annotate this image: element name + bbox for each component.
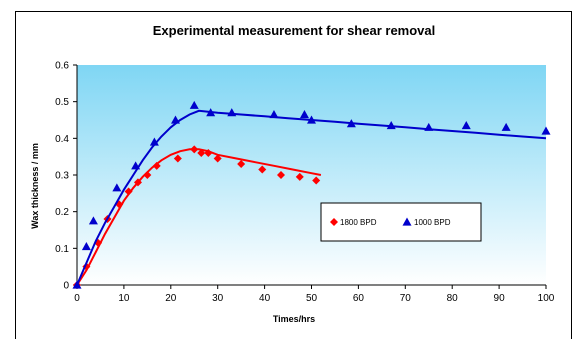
data-point-1000-bpd xyxy=(386,121,396,130)
x-tick-label: 30 xyxy=(212,293,224,304)
fit-curve-1000-bpd xyxy=(76,109,547,286)
series-layer xyxy=(72,100,551,289)
x-tick-label: 0 xyxy=(74,293,80,304)
data-point-1000-bpd xyxy=(501,122,511,131)
legend-label-1800-bpd: 1800 BPD xyxy=(340,218,377,227)
data-point-1000-bpd xyxy=(189,100,199,109)
y-tick-label: 0 xyxy=(63,281,69,292)
data-point-1000-bpd xyxy=(81,242,91,251)
y-tick-label: 0.2 xyxy=(55,207,69,218)
x-tick-label: 40 xyxy=(259,293,271,304)
x-tick-label: 20 xyxy=(165,293,177,304)
data-point-1800-bpd xyxy=(277,171,286,179)
data-point-1800-bpd xyxy=(173,154,182,163)
data-point-1000-bpd xyxy=(149,137,159,146)
data-point-1800-bpd xyxy=(152,161,161,170)
data-point-1000-bpd xyxy=(269,110,279,119)
data-point-1800-bpd xyxy=(295,172,304,181)
chart-svg: Experimental measurement for shear remov… xyxy=(30,23,555,324)
axes-layer: 0 10 20 30 40 50 60 70 80 90 100 0 0.1 0.2 0.3 0.4 0.5 0.… xyxy=(55,61,555,305)
x-tick-label: 90 xyxy=(494,293,506,304)
fit-curve-1800-bpd xyxy=(76,148,322,286)
legend-box xyxy=(320,202,482,242)
data-point-1000-bpd xyxy=(72,280,82,289)
data-point-1800-bpd xyxy=(258,165,267,174)
data-point-1000-bpd xyxy=(299,110,309,119)
data-point-1800-bpd xyxy=(197,149,206,157)
data-point-1000-bpd xyxy=(131,161,141,170)
y-tick-label: 0.5 xyxy=(55,97,69,108)
x-tick-label: 70 xyxy=(400,293,412,304)
data-point-1000-bpd xyxy=(346,119,356,128)
y-tick-label: 0.6 xyxy=(55,61,69,72)
legend-marker-1800-bpd xyxy=(330,218,338,226)
data-point-1800-bpd xyxy=(124,187,133,196)
data-point-1800-bpd xyxy=(133,178,142,187)
data-point-1800-bpd xyxy=(204,149,213,157)
data-point-1800-bpd xyxy=(190,145,199,154)
data-point-1000-bpd xyxy=(206,108,216,117)
data-point-1800-bpd xyxy=(312,176,321,185)
y-tick-label: 0.4 xyxy=(55,134,69,145)
data-point-1000-bpd xyxy=(424,122,434,131)
plot-area xyxy=(77,65,546,285)
data-point-1000-bpd xyxy=(541,126,551,135)
data-point-1000-bpd xyxy=(112,183,122,192)
legend-label-1000-bpd: 1000 BPD xyxy=(414,218,451,227)
data-point-1800-bpd xyxy=(237,160,246,168)
data-point-1000-bpd xyxy=(461,121,471,130)
legend: 1800 BPD 1000 BPD xyxy=(320,202,482,242)
chart-title: Experimental measurement for shear remov… xyxy=(153,23,436,38)
data-point-1800-bpd xyxy=(213,154,222,163)
x-tick-label: 10 xyxy=(118,293,130,304)
data-point-1000-bpd xyxy=(227,108,237,117)
chart-frame: Experimental measurement for shear remov… xyxy=(15,11,572,339)
x-tick-label: 100 xyxy=(538,293,555,304)
data-point-1000-bpd xyxy=(170,115,180,124)
legend-marker-1000-bpd xyxy=(402,217,412,226)
x-axis-label: Times/hrs xyxy=(273,314,315,324)
data-point-1000-bpd xyxy=(88,216,98,225)
x-tick-label: 80 xyxy=(447,293,459,304)
y-tick-label: 0.1 xyxy=(55,244,69,255)
x-tick-label: 60 xyxy=(353,293,365,304)
data-point-1800-bpd xyxy=(143,171,152,179)
y-axis-label: Wax thickness / mm xyxy=(30,143,40,229)
data-point-1000-bpd xyxy=(307,115,316,124)
y-tick-label: 0.3 xyxy=(55,171,69,182)
x-tick-label: 50 xyxy=(306,293,318,304)
